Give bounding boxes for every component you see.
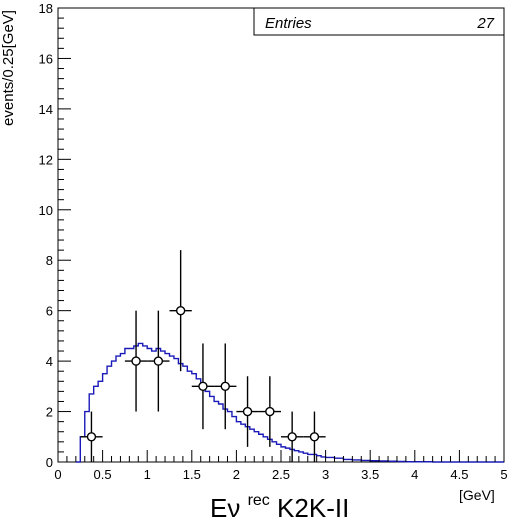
y-tick-label: 2: [46, 405, 53, 420]
y-tick-label: 16: [39, 51, 53, 66]
data-point: [191, 343, 215, 430]
data-marker: [265, 406, 275, 417]
y-tick-label: 12: [39, 152, 53, 167]
data-point: [169, 250, 192, 372]
y-tick-label: 10: [39, 203, 53, 218]
data-marker: [86, 432, 97, 442]
x-tick-label: 4.5: [450, 467, 468, 482]
stats-value: 27: [476, 15, 494, 32]
x-tick-label: 3.5: [361, 467, 379, 482]
y-tick-label: 14: [39, 102, 53, 117]
data-marker: [309, 432, 320, 442]
y-tick-label: 18: [39, 1, 53, 16]
data-points-layer: [80, 250, 326, 462]
ticks-layer: 0 0.5 1 1.5 2 2.5 3 3.5 4 4.5 5 0 2 4 6 8 10 12 14 16 18: [39, 1, 508, 482]
plot-frame: [57, 7, 505, 463]
y-tick-label: 8: [46, 253, 53, 268]
y-axis-title: events/0.25[GeV]: [0, 10, 17, 126]
data-point: [303, 411, 326, 462]
x-tick-label: 2.5: [272, 467, 290, 482]
data-point: [258, 376, 281, 447]
x-axis-unit: [GeV]: [459, 487, 495, 503]
x-axis-title-suffix: K2K-II: [277, 493, 349, 523]
data-marker: [198, 381, 208, 392]
data-point: [236, 376, 259, 447]
data-marker: [287, 432, 297, 442]
x-tick-label: 4: [411, 467, 418, 482]
data-marker: [131, 356, 141, 366]
x-tick-label: 1.5: [183, 467, 201, 482]
data-point: [124, 310, 148, 412]
data-marker: [220, 381, 230, 392]
data-point: [80, 411, 103, 462]
x-tick-label: 0.5: [94, 467, 112, 482]
y-tick-label: 0: [46, 455, 53, 470]
x-tick-label: 1: [144, 467, 151, 482]
axes-frame: [57, 7, 505, 463]
data-point: [214, 343, 237, 430]
x-tick-label: 3: [322, 467, 329, 482]
mc-histogram-layer: [75, 342, 504, 463]
mc-line: [75, 342, 504, 463]
x-axis-title-sup: rec: [248, 492, 270, 509]
x-tick-label: 5: [500, 467, 507, 482]
x-axis-title: Eν rec K2K-II: [210, 481, 349, 523]
x-axis-title-main: Eν: [210, 493, 240, 523]
stats-box-frame: [253, 7, 505, 36]
y-tick-label: 6: [46, 304, 53, 319]
y-tick-label: 4: [46, 354, 53, 369]
data-marker: [153, 356, 164, 366]
data-point: [281, 411, 304, 462]
stats-box: Entries 27: [253, 7, 505, 36]
data-marker: [242, 406, 253, 417]
data-marker: [175, 305, 186, 316]
data-point: [147, 310, 170, 412]
stats-label: Entries: [265, 15, 312, 32]
x-tick-label: 0: [54, 467, 61, 482]
x-tick-label: 2: [233, 467, 240, 482]
